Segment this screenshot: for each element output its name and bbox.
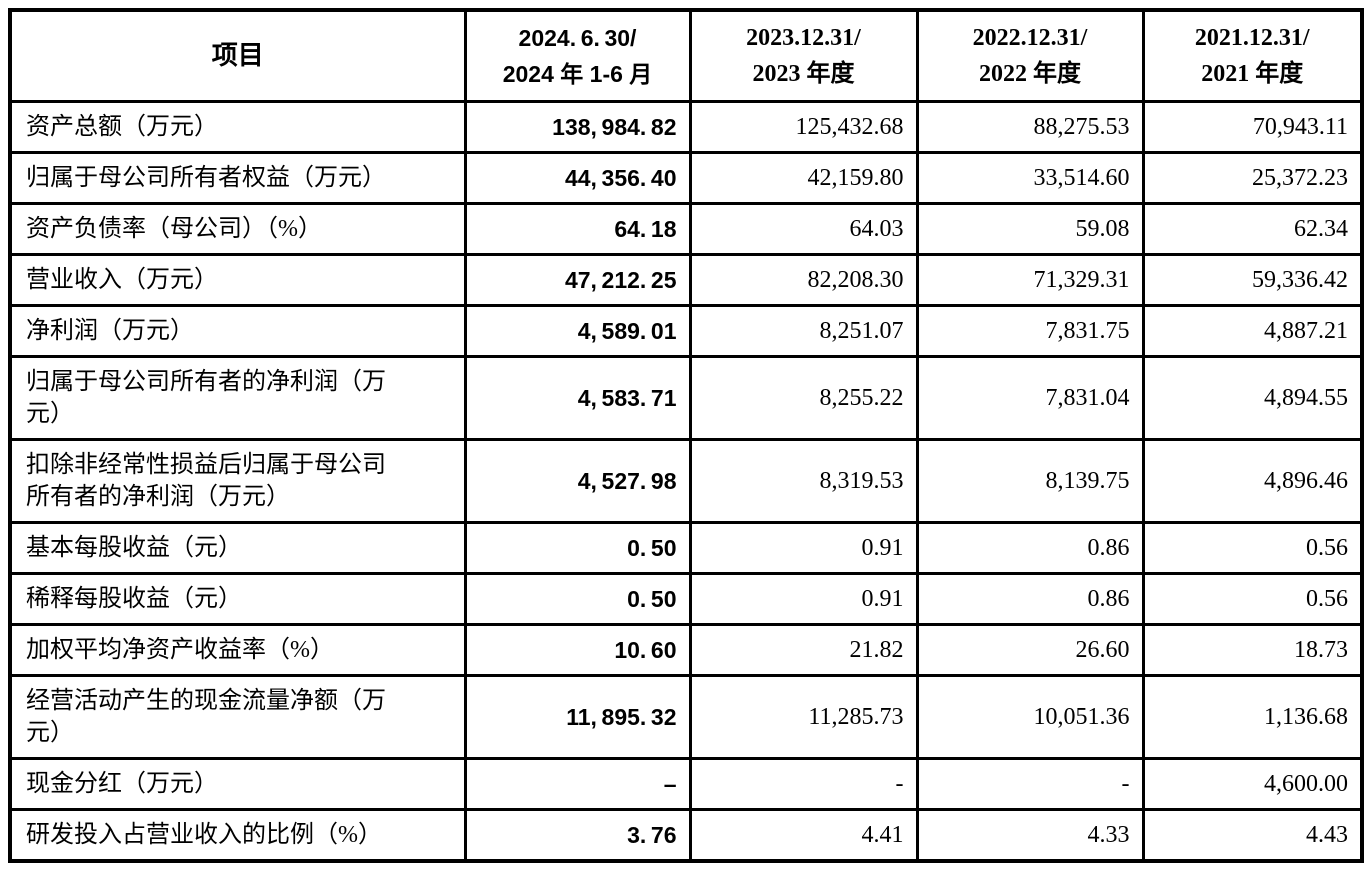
period-date: 2021.12.31/ (1194, 25, 1310, 51)
value-2024h1: 0. 50 (463, 521, 692, 575)
value-2024h1: 0. 50 (463, 572, 692, 626)
value-2021: 25,372.23 (1141, 151, 1364, 205)
value-2022: 8,139.75 (915, 438, 1145, 524)
period-range: 2024 年 1-6 月 (502, 61, 653, 87)
table-row-cash-dividend: 现金分红（万元） – - - 4,600.00 (8, 757, 1364, 811)
value-2022: 71,329.31 (915, 253, 1145, 307)
table-row-diluted-eps: 稀释每股收益（元） 0. 50 0.91 0.86 0.56 (8, 572, 1364, 626)
value-2021: 0.56 (1141, 572, 1364, 626)
value-2021: 59,336.42 (1141, 253, 1364, 307)
value-2024h1: 138, 984. 82 (463, 100, 692, 154)
table-row-total-assets: 资产总额（万元） 138, 984. 82 125,432.68 88,275.… (8, 100, 1364, 154)
row-label: 净利润（万元） (8, 304, 467, 358)
value-2022: 59.08 (915, 202, 1145, 256)
row-label: 研发投入占营业收入的比例（%） (8, 808, 467, 863)
table-row-rd-ratio: 研发投入占营业收入的比例（%） 3. 76 4.41 4.33 4.43 (8, 808, 1364, 863)
value-2023: 8,255.22 (688, 355, 919, 441)
value-2022: 4.33 (915, 808, 1145, 863)
value-2022: 7,831.04 (915, 355, 1145, 441)
value-2023: 21.82 (688, 623, 919, 677)
column-header-item: 项目 (8, 8, 467, 103)
row-label: 现金分红（万元） (8, 757, 467, 811)
row-label: 稀释每股收益（元） (8, 572, 467, 626)
period-range: 2021 年度 (1201, 61, 1304, 87)
value-2024h1: – (463, 757, 692, 811)
value-2022: 0.86 (915, 572, 1145, 626)
value-2022: - (915, 757, 1145, 811)
table-row-parent-net-profit: 归属于母公司所有者的净利润（万元） 4, 583. 71 8,255.22 7,… (8, 355, 1364, 441)
value-2024h1: 4, 527. 98 (463, 438, 692, 524)
value-2021: 4,600.00 (1141, 757, 1364, 811)
value-2023: 82,208.30 (688, 253, 919, 307)
value-2024h1: 4, 583. 71 (463, 355, 692, 441)
value-2023: 42,159.80 (688, 151, 919, 205)
value-2021: 4.43 (1141, 808, 1364, 863)
value-2023: - (688, 757, 919, 811)
value-2022: 88,275.53 (915, 100, 1145, 154)
value-2022: 33,514.60 (915, 151, 1145, 205)
period-range: 2022 年度 (979, 61, 1081, 87)
value-2024h1: 64. 18 (463, 202, 692, 256)
row-label: 资产负债率（母公司）（%） (8, 202, 467, 256)
value-2021: 1,136.68 (1141, 674, 1364, 760)
table-header-row: 项目 2024. 6. 30/ 2024 年 1-6 月 2023.12.31/… (8, 8, 1364, 103)
value-2022: 7,831.75 (915, 304, 1145, 358)
row-label: 资产总额（万元） (8, 100, 467, 154)
value-2021: 4,896.46 (1141, 438, 1364, 524)
row-label: 营业收入（万元） (8, 253, 467, 307)
value-2023: 0.91 (688, 572, 919, 626)
table-row-revenue: 营业收入（万元） 47, 212. 25 82,208.30 71,329.31… (8, 253, 1364, 307)
table-row-weighted-roe: 加权平均净资产收益率（%） 10. 60 21.82 26.60 18.73 (8, 623, 1364, 677)
value-2024h1: 44, 356. 40 (463, 151, 692, 205)
row-label: 基本每股收益（元） (8, 521, 467, 575)
value-2023: 8,319.53 (688, 438, 919, 524)
row-label: 归属于母公司所有者的净利润（万元） (8, 355, 467, 441)
period-date: 2024. 6. 30/ (518, 25, 637, 51)
financial-summary-table: 项目 2024. 6. 30/ 2024 年 1-6 月 2023.12.31/… (8, 8, 1364, 863)
value-2021: 18.73 (1141, 623, 1364, 677)
row-label: 加权平均净资产收益率（%） (8, 623, 467, 677)
value-2022: 0.86 (915, 521, 1145, 575)
row-label: 扣除非经常性损益后归属于母公司所有者的净利润（万元） (8, 438, 467, 524)
value-2021: 62.34 (1141, 202, 1364, 256)
value-2023: 0.91 (688, 521, 919, 575)
value-2021: 4,887.21 (1141, 304, 1364, 358)
table-row-debt-ratio: 资产负债率（母公司）（%） 64. 18 64.03 59.08 62.34 (8, 202, 1364, 256)
value-2024h1: 11, 895. 32 (463, 674, 692, 760)
period-date: 2022.12.31/ (972, 25, 1088, 51)
value-2023: 11,285.73 (688, 674, 919, 760)
value-2021: 70,943.11 (1141, 100, 1364, 154)
column-header-2023: 2023.12.31/ 2023 年度 (688, 8, 919, 103)
value-2024h1: 4, 589. 01 (463, 304, 692, 358)
value-2023: 8,251.07 (688, 304, 919, 358)
table-row-basic-eps: 基本每股收益（元） 0. 50 0.91 0.86 0.56 (8, 521, 1364, 575)
value-2022: 10,051.36 (915, 674, 1145, 760)
table-row-operating-cash-flow: 经营活动产生的现金流量净额（万元） 11, 895. 32 11,285.73 … (8, 674, 1364, 760)
column-header-2022: 2022.12.31/ 2022 年度 (915, 8, 1145, 103)
column-header-2024h1: 2024. 6. 30/ 2024 年 1-6 月 (463, 8, 692, 103)
period-range: 2023 年度 (752, 61, 855, 87)
value-2024h1: 10. 60 (463, 623, 692, 677)
value-2023: 4.41 (688, 808, 919, 863)
value-2024h1: 47, 212. 25 (463, 253, 692, 307)
period-date: 2023.12.31/ (746, 25, 861, 51)
value-2021: 0.56 (1141, 521, 1364, 575)
value-2021: 4,894.55 (1141, 355, 1364, 441)
table-row-parent-equity: 归属于母公司所有者权益（万元） 44, 356. 40 42,159.80 33… (8, 151, 1364, 205)
table-row-net-profit: 净利润（万元） 4, 589. 01 8,251.07 7,831.75 4,8… (8, 304, 1364, 358)
table-row-deducted-net-profit: 扣除非经常性损益后归属于母公司所有者的净利润（万元） 4, 527. 98 8,… (8, 438, 1364, 524)
row-label: 归属于母公司所有者权益（万元） (8, 151, 467, 205)
value-2023: 64.03 (688, 202, 919, 256)
value-2023: 125,432.68 (688, 100, 919, 154)
column-header-2021: 2021.12.31/ 2021 年度 (1141, 8, 1364, 103)
value-2022: 26.60 (915, 623, 1145, 677)
value-2024h1: 3. 76 (463, 808, 692, 863)
row-label: 经营活动产生的现金流量净额（万元） (8, 674, 467, 760)
